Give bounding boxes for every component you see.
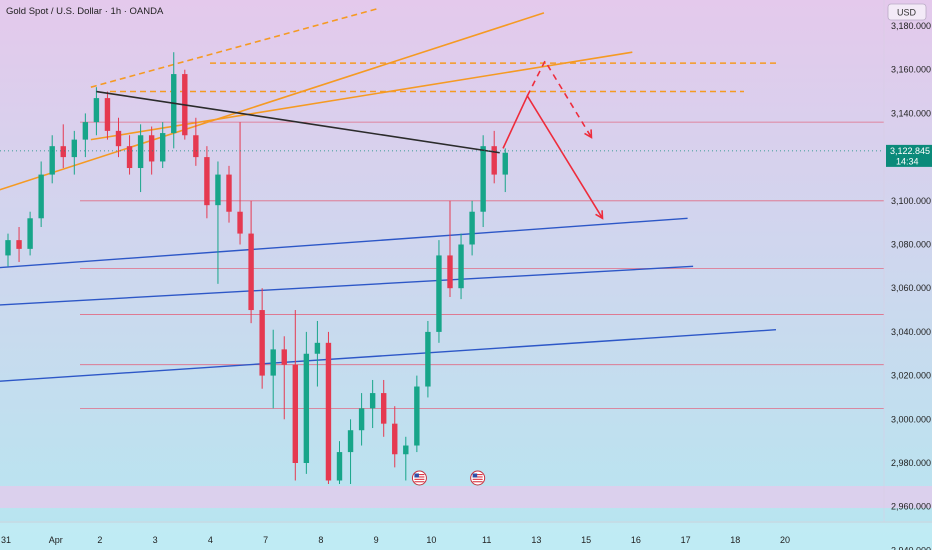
projection-path-dashed bbox=[526, 59, 593, 138]
candle-body bbox=[204, 157, 210, 206]
candle-body bbox=[215, 174, 221, 206]
candle-body bbox=[259, 310, 265, 376]
candle-body bbox=[71, 139, 77, 158]
candle-body bbox=[303, 353, 310, 463]
orange-trend-line bbox=[90, 51, 633, 141]
y-tick-label: 2,980.000 bbox=[891, 458, 931, 468]
x-tick-label: 2 bbox=[97, 535, 102, 545]
candle-body bbox=[392, 423, 398, 455]
x-tick-label: 15 bbox=[581, 535, 591, 545]
candle-body bbox=[115, 130, 122, 147]
candle-body bbox=[414, 386, 420, 446]
candle-countdown: 14:34 bbox=[896, 156, 919, 166]
x-tick-label: 31 bbox=[1, 535, 11, 545]
blue-trend-line bbox=[0, 265, 694, 306]
arrow-head-icon bbox=[584, 129, 593, 139]
currency-label: USD bbox=[897, 8, 917, 18]
candle-body bbox=[381, 393, 387, 424]
y-tick-label: 3,100.000 bbox=[891, 196, 931, 206]
candle-body bbox=[447, 255, 453, 289]
x-tick-label: 20 bbox=[780, 535, 790, 545]
y-tick-label: 3,080.000 bbox=[891, 240, 931, 250]
blue-trend-line bbox=[0, 329, 777, 382]
x-tick-label: 18 bbox=[730, 535, 740, 545]
candle-body bbox=[60, 146, 66, 158]
y-tick-label: 3,060.000 bbox=[891, 283, 931, 293]
x-tick-label: Apr bbox=[49, 535, 63, 545]
candle-body bbox=[358, 408, 365, 431]
orange-trend-line bbox=[0, 12, 545, 191]
candle-body bbox=[480, 146, 486, 212]
candle-body bbox=[93, 98, 100, 123]
black-trend-line bbox=[96, 90, 500, 154]
y-tick-label: 3,020.000 bbox=[891, 371, 931, 381]
price-axis[interactable]: 3,180.000 3,160.000 3,140.000 3,100.000 3,08… bbox=[891, 21, 931, 550]
candle-body bbox=[336, 452, 343, 481]
x-tick-label: 8 bbox=[318, 535, 323, 545]
candle-body bbox=[126, 146, 133, 169]
y-tick-label: 3,180.000 bbox=[891, 21, 931, 31]
candle-body bbox=[237, 211, 243, 234]
time-axis-labels: 31 Apr 2 3 4 7 8 9 10 11 13 15 16 17 18 20 bbox=[1, 535, 790, 545]
candle-body bbox=[38, 174, 44, 219]
blue-trend-line bbox=[0, 217, 688, 269]
x-tick-label: 4 bbox=[208, 535, 213, 545]
candle-body bbox=[502, 152, 508, 175]
us-flag-icon[interactable] bbox=[411, 470, 427, 486]
candle-body bbox=[270, 349, 276, 376]
candle-body bbox=[49, 146, 55, 175]
candle-body bbox=[16, 240, 22, 249]
candle-body bbox=[82, 122, 89, 140]
candle-body bbox=[369, 393, 376, 409]
bottom-band bbox=[0, 486, 932, 508]
candle-body bbox=[436, 255, 442, 332]
x-tick-label: 3 bbox=[153, 535, 158, 545]
time-axis[interactable] bbox=[0, 523, 932, 550]
y-tick-label: 3,160.000 bbox=[891, 65, 931, 75]
candle-body bbox=[148, 135, 155, 162]
last-price-value: 3,122.845 bbox=[890, 146, 930, 156]
x-tick-label: 11 bbox=[482, 535, 491, 545]
candle-body bbox=[193, 135, 199, 158]
x-tick-label: 10 bbox=[426, 535, 436, 545]
y-tick-label: 3,040.000 bbox=[891, 327, 931, 337]
instrument-title: Gold Spot / U.S. Dollar · 1h · OANDA bbox=[6, 6, 164, 17]
currency-button[interactable]: USD bbox=[887, 3, 927, 21]
candle-body bbox=[469, 211, 475, 245]
candle-body bbox=[137, 135, 144, 169]
arrow-head-icon bbox=[595, 210, 604, 220]
candle-body bbox=[248, 233, 254, 311]
x-tick-label: 13 bbox=[531, 535, 541, 545]
candle-body bbox=[403, 445, 409, 455]
y-tick-label: 3,140.000 bbox=[891, 108, 931, 118]
candle-body bbox=[314, 342, 321, 354]
candle-body bbox=[104, 98, 111, 131]
x-tick-label: 9 bbox=[374, 535, 379, 545]
candle-body bbox=[5, 240, 11, 256]
candle-body bbox=[160, 133, 166, 162]
candle-body bbox=[425, 331, 431, 387]
candle-body bbox=[491, 146, 497, 175]
y-tick-label: 2,940.000 bbox=[891, 545, 931, 550]
candle-body bbox=[226, 174, 232, 212]
candle-body bbox=[27, 218, 33, 249]
candle-body bbox=[281, 349, 287, 365]
x-tick-label: 16 bbox=[631, 535, 641, 545]
y-tick-label: 2,960.000 bbox=[891, 502, 931, 512]
x-tick-label: 17 bbox=[681, 535, 691, 545]
x-tick-label: 7 bbox=[263, 535, 268, 545]
candle-body bbox=[458, 244, 464, 289]
candle-body bbox=[292, 364, 298, 463]
candle-body bbox=[347, 430, 354, 453]
y-tick-label: 3,000.000 bbox=[891, 414, 931, 424]
us-flag-icon[interactable] bbox=[470, 470, 486, 486]
candle-body bbox=[325, 342, 332, 481]
last-price-label: 3,122.845 14:34 bbox=[886, 144, 932, 167]
